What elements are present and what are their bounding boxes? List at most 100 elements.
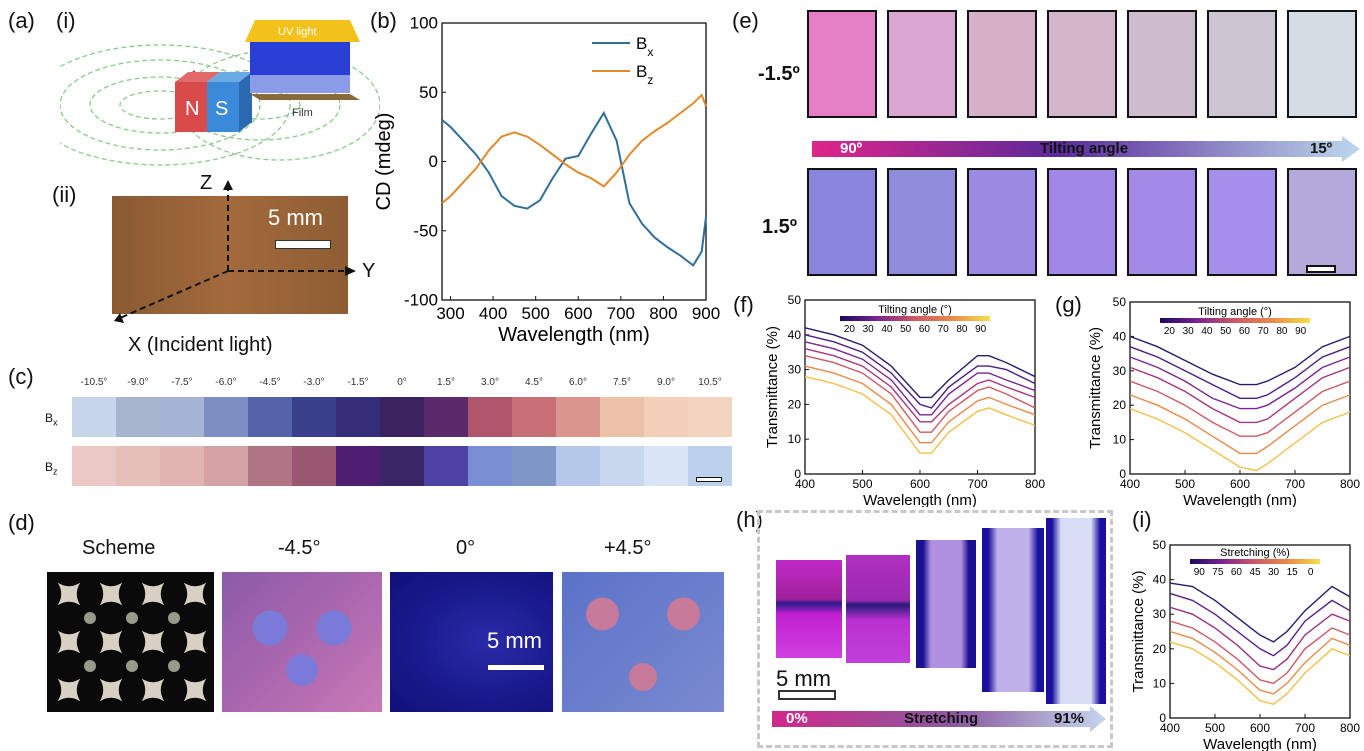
swatch-bx bbox=[116, 397, 160, 437]
swatch-bz bbox=[556, 446, 600, 486]
e-row1-label: -1.5º bbox=[758, 63, 800, 85]
e-arrow-mid: Tilting angle bbox=[1040, 140, 1129, 157]
d-label-scheme: Scheme bbox=[82, 537, 156, 559]
series-line bbox=[1169, 620, 1351, 685]
angle-label: 4.5° bbox=[525, 377, 543, 388]
series-line bbox=[1169, 582, 1351, 643]
swatch-bz bbox=[248, 446, 292, 486]
h-arrow-end: 91% bbox=[1054, 710, 1085, 727]
x-tick-label: 400 bbox=[1120, 477, 1140, 491]
transmittance-chart-f: 400 500 600 700 800 0 10 20 30 40 50 Wavelength (nm… bbox=[764, 293, 1045, 507]
dot-shape bbox=[168, 660, 180, 672]
pattern-image-zero bbox=[390, 572, 553, 712]
swatch-bz bbox=[424, 446, 468, 486]
panel-f-label: (f) bbox=[733, 292, 754, 317]
x-axis-title: Wavelength (nm) bbox=[1183, 492, 1297, 507]
angle-label: 1.5° bbox=[437, 377, 455, 388]
star-shape bbox=[141, 678, 165, 702]
colorbar-tick: 80 bbox=[1276, 326, 1288, 337]
scheme-pattern-image bbox=[47, 572, 214, 712]
swatch-bx bbox=[600, 397, 644, 437]
tilting-angle-arrow bbox=[812, 136, 1360, 162]
x-tick-label: 500 bbox=[852, 477, 872, 491]
film-cell-row1 bbox=[967, 10, 1037, 118]
y-tick-label: 0 bbox=[1119, 467, 1126, 481]
strip-1 bbox=[846, 555, 910, 663]
y-tick-label: 10 bbox=[1113, 433, 1127, 447]
film-cell-row2 bbox=[1207, 168, 1277, 276]
strip-0 bbox=[776, 560, 842, 658]
dot-shape bbox=[168, 612, 180, 624]
pattern-image-minus bbox=[222, 572, 382, 712]
swatch-bz bbox=[644, 446, 688, 486]
film-cell-row2 bbox=[887, 168, 957, 276]
colorbar-tick: 90 bbox=[975, 324, 987, 335]
colorbar-tick: 60 bbox=[919, 324, 931, 335]
swatch-bx bbox=[380, 397, 424, 437]
film-cell-row1 bbox=[1287, 10, 1357, 118]
panel-ai-label: (i) bbox=[56, 8, 76, 33]
d-label-zero: 0° bbox=[456, 537, 476, 559]
angle-label: 3.0° bbox=[481, 377, 499, 388]
x-tick-label: 800 bbox=[1025, 477, 1045, 491]
x-tick-label: 600 bbox=[910, 477, 930, 491]
film-cell-row2 bbox=[967, 168, 1037, 276]
swatch-bz bbox=[600, 446, 644, 486]
y-tick-label: -50 bbox=[413, 221, 438, 240]
y-tick-label: 20 bbox=[788, 397, 802, 411]
series-line bbox=[804, 327, 1036, 399]
series-line bbox=[804, 334, 1036, 409]
transmittance-chart-g: 400 500 600 700 800 0 10 20 30 40 50 Wavelength (nm… bbox=[1087, 295, 1360, 507]
film bbox=[250, 94, 360, 100]
star-shape bbox=[183, 582, 207, 606]
film-cell-row1 bbox=[807, 10, 877, 118]
star-shape bbox=[183, 678, 207, 702]
coordinate-axes bbox=[114, 180, 356, 323]
film-photo bbox=[112, 196, 348, 314]
magnet-s bbox=[207, 72, 252, 132]
x-tick-label: 900 bbox=[692, 304, 720, 323]
series-line bbox=[1129, 335, 1351, 386]
swatch-bx bbox=[336, 397, 380, 437]
angle-label: 0° bbox=[397, 377, 407, 388]
swatch-bx bbox=[556, 397, 600, 437]
dot-shape bbox=[126, 612, 138, 624]
e-scale-bar bbox=[1306, 265, 1336, 273]
series-line bbox=[1129, 407, 1351, 472]
star-shape bbox=[57, 582, 81, 606]
e-arrow-start: 90º bbox=[840, 140, 863, 157]
swatch-bz bbox=[468, 446, 512, 486]
y-axis-title: Transmittance (%) bbox=[764, 326, 781, 448]
film-cell-row2 bbox=[1287, 168, 1357, 276]
colorbar-tick: 70 bbox=[938, 324, 950, 335]
swatch-bx bbox=[72, 397, 116, 437]
series-line bbox=[1129, 366, 1351, 424]
swatch-bx bbox=[468, 397, 512, 437]
colorbar-tick: 60 bbox=[1231, 567, 1243, 578]
row-bz-label-sub: z bbox=[53, 466, 58, 477]
panel-c-label: (c) bbox=[8, 364, 34, 389]
d-scale-bar bbox=[488, 665, 544, 670]
series-line bbox=[1169, 630, 1351, 695]
dot-shape bbox=[126, 660, 138, 672]
film-cell-row1 bbox=[1207, 10, 1277, 118]
x-tick-label: 800 bbox=[1340, 721, 1360, 735]
star-shape bbox=[57, 630, 81, 654]
star-shape bbox=[99, 678, 123, 702]
magnet-field-schematic: N S UV light Film bbox=[60, 20, 380, 166]
panel-g-label: (g) bbox=[1055, 292, 1082, 317]
series-line bbox=[1129, 394, 1351, 455]
angle-label: -10.5° bbox=[80, 377, 108, 388]
swatch-bz bbox=[512, 446, 556, 486]
star-shape bbox=[99, 582, 123, 606]
colorbar-tick: 20 bbox=[844, 324, 856, 335]
x-tick-label: 500 bbox=[1175, 477, 1195, 491]
dot-shape bbox=[84, 660, 96, 672]
colorbar-tick: 75 bbox=[1212, 567, 1224, 578]
colorbar bbox=[1160, 318, 1310, 323]
pattern-image-plus bbox=[562, 572, 724, 712]
magnet-n bbox=[175, 70, 220, 132]
legend-label: Bx bbox=[636, 34, 653, 59]
angle-label: 6.0° bbox=[569, 377, 587, 388]
